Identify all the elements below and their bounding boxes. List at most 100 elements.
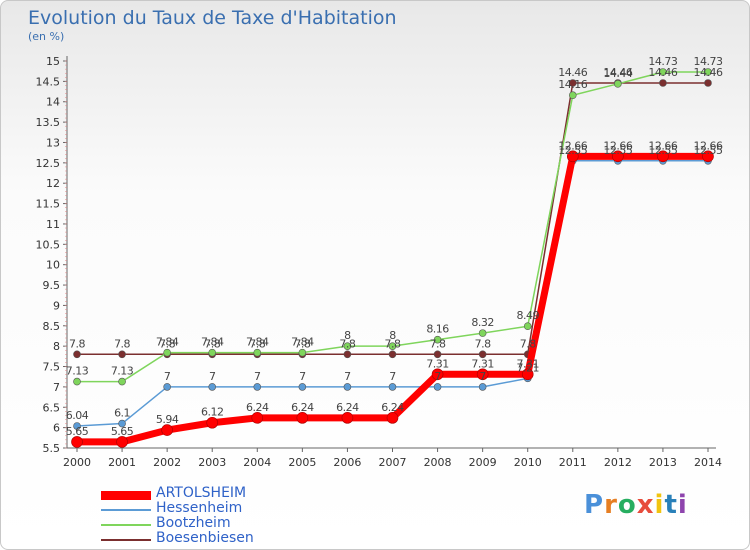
data-label-boesenbiesen: 7.8	[69, 337, 85, 350]
data-point-hessenheim	[298, 383, 307, 391]
data-point-bootzheim	[163, 348, 171, 357]
data-point-hessenheim	[478, 383, 487, 391]
x-tick-label: 2001	[108, 456, 136, 469]
x-tick-label: 2007	[379, 456, 407, 469]
data-label-boesenbiesen: 7.8	[204, 337, 220, 350]
data-label-hessenheim: 6.04	[66, 409, 89, 422]
logo-letter: o	[617, 490, 637, 520]
data-label-boesenbiesen: 7.8	[520, 337, 536, 350]
data-point-artolsheim	[431, 368, 444, 381]
data-label-hessenheim: 7	[389, 370, 396, 383]
data-label-hessenheim: 6.1	[114, 407, 130, 420]
y-tick-label: 10	[46, 259, 60, 272]
data-label-hessenheim: 7	[434, 370, 441, 383]
y-tick-label: 8	[53, 340, 60, 353]
data-point-artolsheim	[341, 412, 354, 424]
data-label-hessenheim: 7	[344, 370, 351, 383]
data-point-boesenbiesen	[568, 79, 577, 87]
data-point-hessenheim	[343, 383, 352, 391]
y-tick-label: 14.5	[36, 75, 61, 88]
data-label-artolsheim: 12.66	[694, 139, 723, 152]
data-label-bootzheim: 7.84	[246, 336, 269, 349]
data-label-boesenbiesen: 14.46	[694, 66, 723, 79]
data-point-bootzheim	[298, 348, 307, 357]
data-point-bootzheim	[208, 348, 217, 357]
data-label-bootzheim: 8	[344, 329, 351, 342]
data-label-bootzheim: 7.13	[111, 365, 134, 378]
data-point-artolsheim	[521, 368, 534, 381]
data-point-hessenheim	[388, 383, 397, 391]
data-point-bootzheim	[433, 335, 442, 344]
data-point-hessenheim	[253, 383, 262, 391]
x-tick-label: 2014	[694, 456, 722, 469]
unit-label: (en %)	[28, 30, 65, 43]
data-label-bootzheim: 8.16	[426, 323, 449, 336]
y-tick-label: 12.5	[36, 157, 61, 170]
data-label-hessenheim: 12.55	[694, 144, 723, 157]
y-tick-label: 9	[53, 299, 60, 312]
data-label-artolsheim: 12.66	[558, 139, 587, 152]
y-tick-label: 15	[46, 55, 60, 68]
data-label-artolsheim: 12.66	[603, 139, 632, 152]
legend-item: Boesenbiesen	[101, 530, 301, 548]
data-label-bootzheim: 14.16	[558, 78, 587, 91]
x-tick-label: 2002	[153, 456, 181, 469]
data-point-boesenbiesen	[388, 350, 397, 359]
data-label-artolsheim: 5.65	[111, 425, 134, 438]
series-layer	[71, 68, 714, 448]
data-label-artolsheim: 6.24	[336, 401, 359, 414]
logo-letter: r	[604, 490, 618, 520]
y-tick-label: 13	[46, 136, 60, 149]
legend-item: Hessenheim	[101, 500, 301, 518]
y-tick-label: 8.5	[43, 320, 61, 333]
data-label-hessenheim: 12.55	[603, 144, 632, 157]
data-label-bootzheim: 14.73	[648, 55, 677, 68]
data-label-bootzheim: 7.13	[66, 365, 89, 378]
data-label-artolsheim: 7.31	[426, 357, 449, 370]
data-point-artolsheim	[206, 416, 219, 429]
x-tick-label: 2004	[243, 456, 271, 469]
data-point-boesenbiesen	[659, 79, 667, 87]
data-point-boesenbiesen	[118, 350, 126, 359]
data-label-hessenheim: 7	[209, 370, 216, 383]
legend-item: Bootzheim	[101, 515, 301, 533]
data-label-bootzheim: 7.84	[156, 336, 179, 349]
data-point-boesenbiesen	[704, 79, 712, 87]
data-point-bootzheim	[568, 91, 577, 100]
data-label-boesenbiesen: 7.8	[249, 337, 265, 350]
x-tick-label: 2011	[559, 456, 587, 469]
data-label-bootzheim: 8	[389, 329, 396, 342]
legend-label: ARTOLSHEIM	[156, 485, 247, 501]
data-label-artolsheim: 7.31	[516, 357, 539, 370]
data-point-bootzheim	[343, 342, 352, 350]
x-tick-label: 2010	[514, 456, 542, 469]
data-label-artolsheim: 7.31	[471, 357, 494, 370]
data-point-boesenbiesen	[433, 350, 442, 359]
data-label-hessenheim: 12.55	[648, 144, 677, 157]
y-tick-label: 12	[46, 177, 60, 190]
data-label-boesenbiesen: 7.8	[475, 337, 491, 350]
y-tick-label: 13.5	[36, 116, 61, 129]
data-label-hessenheim: 7.21	[516, 361, 539, 374]
data-point-artolsheim	[71, 436, 83, 448]
data-label-boesenbiesen: 7.8	[294, 337, 310, 350]
x-tick-label: 2005	[288, 456, 316, 469]
data-point-bootzheim	[118, 377, 126, 386]
data-label-hessenheim: 7	[254, 370, 261, 383]
data-point-artolsheim	[116, 436, 128, 448]
data-label-layer: 5.65 5.65 5.94 6.12 6.24 6.24 6.24 6.24 7.31 7.31…	[66, 55, 724, 438]
data-point-artolsheim	[476, 368, 489, 381]
data-point-bootzheim	[704, 68, 712, 76]
data-label-hessenheim: 7	[164, 370, 171, 383]
logo-letter: x	[636, 490, 655, 520]
data-point-bootzheim	[253, 348, 262, 357]
data-point-artolsheim	[386, 412, 399, 424]
data-point-artolsheim	[251, 412, 264, 424]
data-label-boesenbiesen: 7.8	[430, 337, 446, 350]
data-point-hessenheim	[118, 419, 126, 428]
y-tick-label: 11	[46, 218, 60, 231]
data-point-bootzheim	[73, 377, 81, 386]
data-point-artolsheim	[566, 150, 579, 163]
series-line-artolsheim	[77, 152, 708, 446]
data-label-artolsheim: 6.12	[201, 406, 224, 419]
